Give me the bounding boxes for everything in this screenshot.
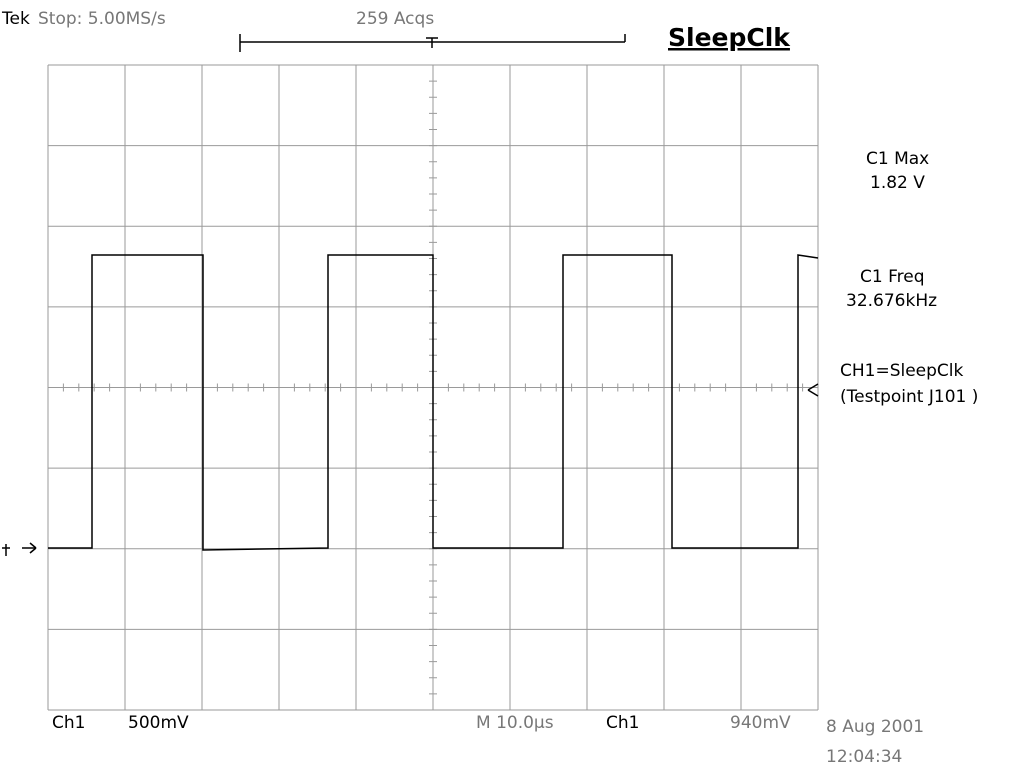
acquisitions: 259 Acqs (356, 9, 434, 29)
measurement-label: C1 Max (866, 149, 929, 169)
note: (Testpoint J101 ) (840, 387, 978, 407)
time: 12:04:34 (826, 747, 902, 767)
measurement-value: 1.82 V (870, 173, 925, 193)
measurement-value: 32.676kHz (846, 291, 937, 311)
trigger-bar (239, 34, 626, 52)
brand: Tek (1, 9, 30, 29)
level-marker (2, 383, 819, 556)
date: 8 Aug 2001 (826, 717, 924, 737)
scale: 500mV (128, 713, 189, 733)
status: Stop: 5.00MS/s (38, 9, 166, 29)
note: CH1=SleepClk (840, 361, 964, 381)
measurement-label: C1 Freq (860, 267, 925, 287)
waveform (48, 254, 819, 551)
channel: Ch1 (52, 713, 85, 733)
title: SleepClk (668, 23, 791, 52)
timebase: M 10.0µs (476, 713, 554, 733)
trigger-level: 940mV (730, 713, 791, 733)
trigger-source: Ch1 (606, 713, 639, 733)
